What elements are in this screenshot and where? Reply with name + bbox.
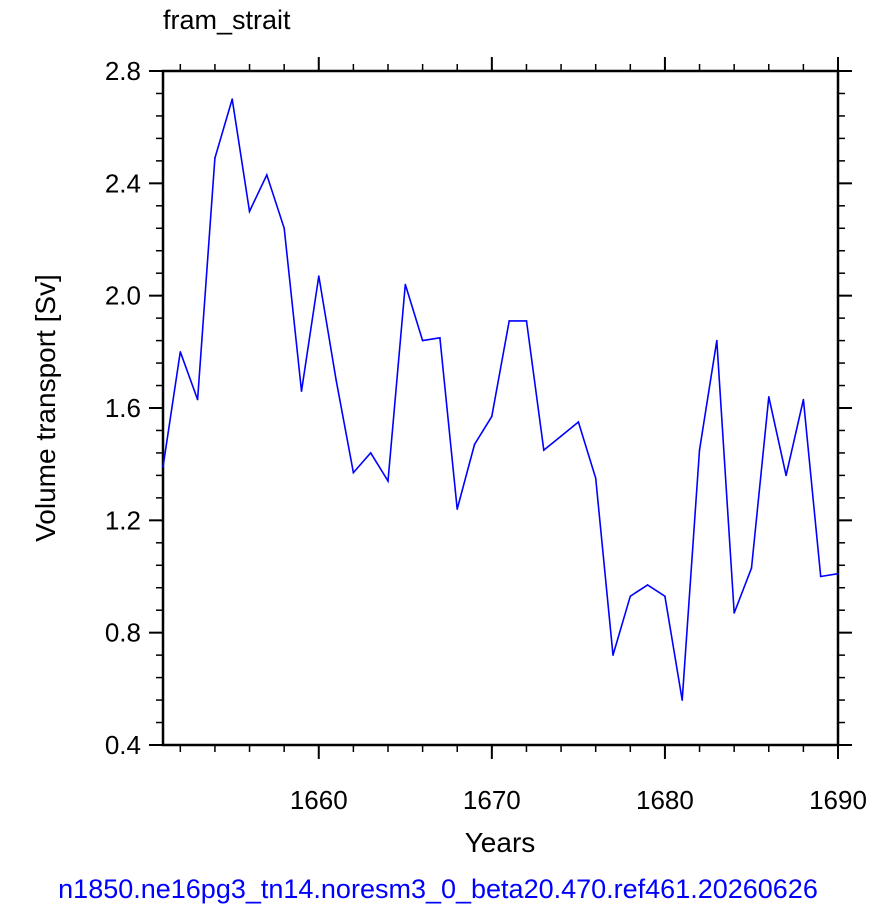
data-point [300,390,303,392]
data-point [335,379,337,381]
data-point [508,320,510,322]
x-tick-labels: 1660 1670 1680 1690 [290,785,867,815]
data-point [664,595,666,597]
data-point [248,210,251,213]
data-point [491,415,493,418]
series-layer [162,98,839,701]
data-point [750,567,753,569]
data-point [716,339,718,342]
x-axis-title: Years [465,827,536,858]
data-point [681,699,684,701]
data-point [456,508,459,510]
data-point [542,449,545,451]
data-point [837,572,839,575]
y-tick-label: 1.2 [105,505,141,535]
data-point [646,584,649,586]
data-point [698,449,701,451]
data-point [594,477,597,480]
y-tick-label: 2.8 [105,56,141,86]
data-point [196,398,199,401]
data-point [404,283,407,286]
y-tick-label: 2.4 [105,168,141,198]
data-point [352,471,355,474]
data-point [473,443,476,446]
y-tick-label: 0.8 [105,618,141,648]
data-point [421,339,424,342]
y-tick-labels: 0.4 0.8 1.2 1.6 2.0 2.4 2.8 [105,56,141,760]
major-ticks [149,57,852,759]
x-tick-label: 1670 [463,785,521,815]
data-point [283,227,285,230]
data-point [387,480,389,482]
data-point [369,452,372,454]
y-axis-title: Volume transport [Sv] [30,274,61,542]
data-point [162,466,164,468]
series-line-0 [162,98,839,701]
plot-frame [161,69,840,747]
data-point [612,654,614,656]
minor-ticks [156,64,845,752]
y-tick-label: 0.4 [105,730,141,760]
data-point [767,395,770,398]
data-point [560,435,562,437]
data-point [785,474,787,477]
case-name-label: n1850.ne16pg3_tn14.noresm3_0_beta20.470.… [58,874,818,904]
data-point [733,612,735,614]
data-point [231,98,234,100]
data-point [439,336,441,339]
y-tick-label: 2.0 [105,281,141,311]
x-tick-label: 1690 [809,785,867,815]
data-point [525,320,528,322]
x-tick-label: 1680 [636,785,694,815]
data-point [819,575,822,578]
data-point [629,595,632,597]
data-point [577,421,580,423]
data-point [266,174,268,176]
y-tick-label: 1.6 [105,393,141,423]
x-tick-label: 1660 [290,785,348,815]
data-point [317,275,320,277]
data-point [802,398,805,401]
chart-title: fram_strait [163,5,291,35]
data-point [179,351,182,353]
data-point [214,157,216,159]
